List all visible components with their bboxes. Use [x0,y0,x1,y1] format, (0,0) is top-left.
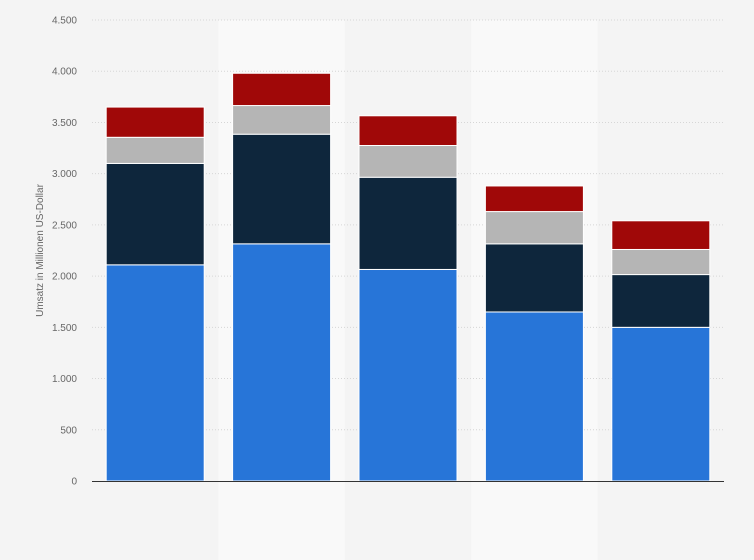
bar-segment-3[interactable] [358,144,458,178]
y-axis-ticks: 0 500 1.000 1.500 2.000 2.500 3.000 3.500 4.000 4… [52,16,77,488]
bar-segment-1[interactable] [232,243,332,482]
bar-segment-4[interactable] [358,115,458,146]
y-tick-label: 2.000 [52,272,77,283]
y-tick-label: 0 [71,477,77,488]
bar-segment-3[interactable] [611,248,711,276]
bar-segment-4[interactable] [105,106,205,138]
bar-segment-4[interactable] [484,185,584,213]
bar-segment-1[interactable] [484,311,584,482]
y-tick-label: 500 [60,425,77,436]
bar-segment-2[interactable] [484,243,584,313]
bar-segment-2[interactable] [105,162,205,266]
y-axis-title: Umsatz in Millionen US-Dollar [35,183,46,316]
bar-segment-3[interactable] [484,211,584,245]
bar-segment-1[interactable] [105,264,205,482]
bar-segment-1[interactable] [358,268,458,482]
bar-segment-3[interactable] [232,105,332,135]
bar-segment-2[interactable] [358,176,458,270]
bar-segment-1[interactable] [611,326,711,482]
bar-segment-3[interactable] [105,136,205,164]
y-tick-label: 4.500 [52,16,77,27]
bar-segment-2[interactable] [611,274,711,328]
y-tick-label: 4.000 [52,67,77,78]
y-tick-label: 1.000 [52,374,77,385]
bar-segment-2[interactable] [232,133,332,245]
y-tick-label: 3.500 [52,118,77,129]
bars [105,72,711,482]
bar-segment-4[interactable] [232,72,332,107]
y-tick-label: 1.500 [52,323,77,334]
bar-segment-4[interactable] [611,220,711,250]
y-tick-label: 2.500 [52,220,77,231]
y-tick-label: 3.000 [52,169,77,180]
